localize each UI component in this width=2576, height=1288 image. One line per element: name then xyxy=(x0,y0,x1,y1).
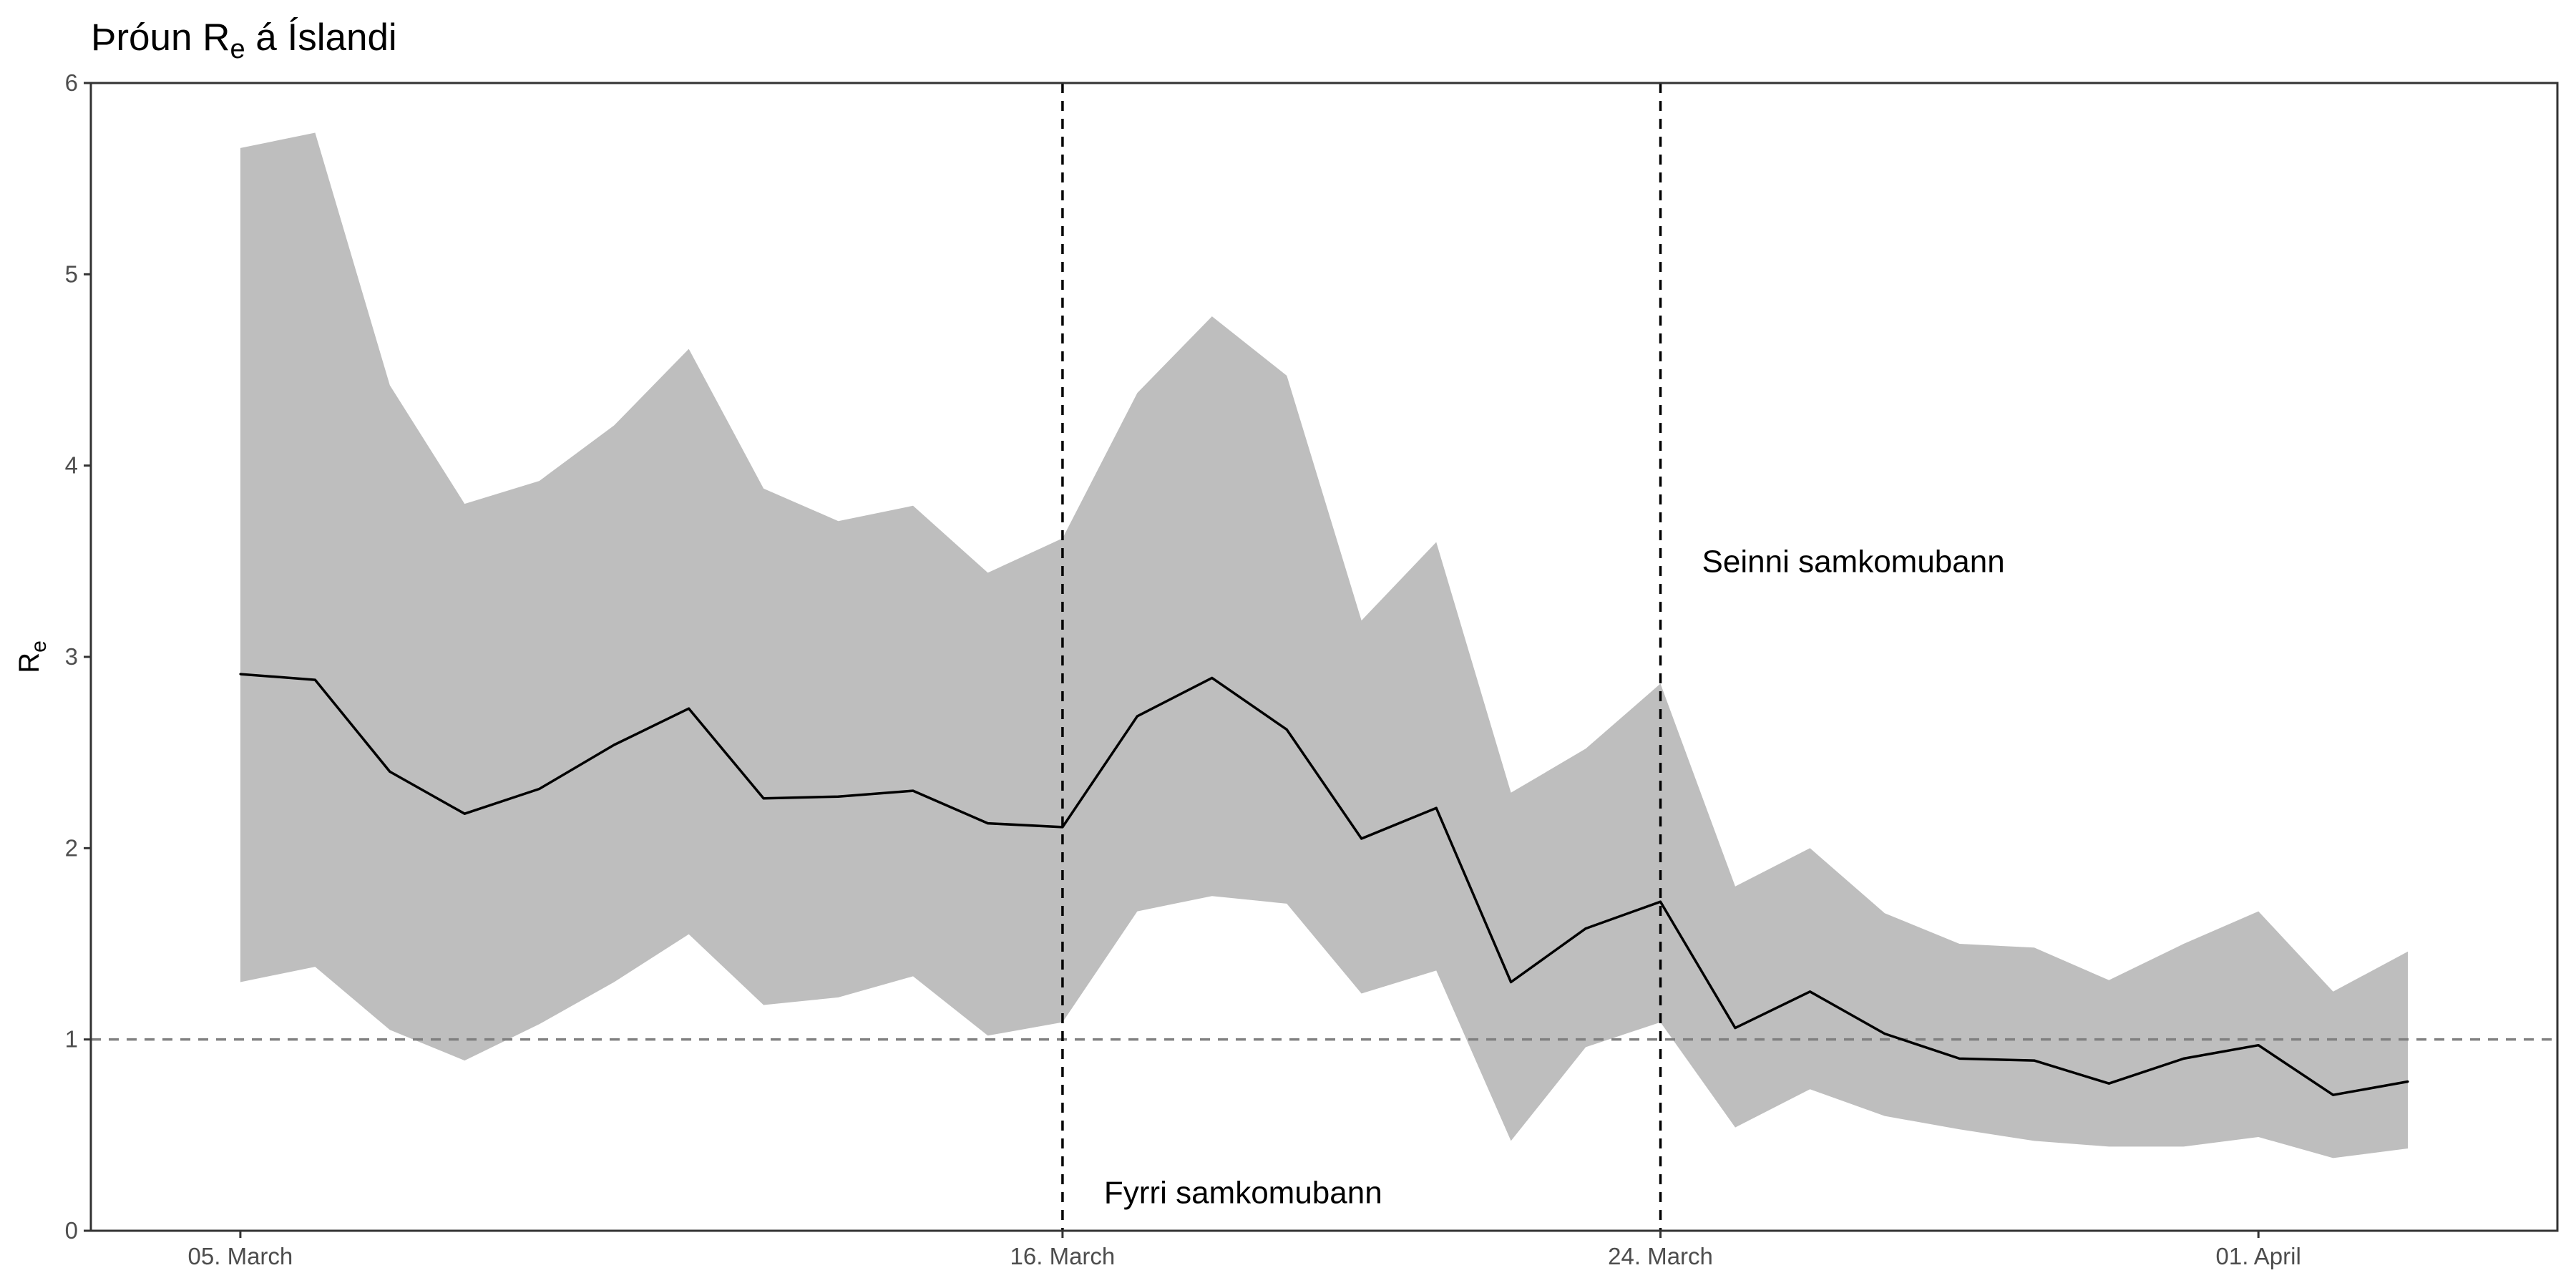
plot-area: Fyrri samkomubann Seinni samkomubann 0 1 2 3 4… xyxy=(65,69,2559,1269)
data-point xyxy=(1061,826,1064,829)
x-tick-label: 16. March xyxy=(1010,1243,1116,1269)
data-point xyxy=(463,812,466,815)
data-point xyxy=(1285,728,1288,731)
data-point xyxy=(1510,980,1513,983)
chart-title-subscript: e xyxy=(230,34,245,64)
data-point xyxy=(2406,1080,2409,1083)
chart-title-main: Þróun R xyxy=(91,16,230,59)
data-point xyxy=(1958,1057,1961,1060)
annotation-seinni: Seinni samkomubann xyxy=(1702,544,2005,579)
y-tick-label: 4 xyxy=(65,452,78,479)
data-point xyxy=(2107,1082,2110,1085)
y-tick-label: 6 xyxy=(65,69,78,96)
data-point xyxy=(1883,1033,1886,1035)
confidence-band xyxy=(240,132,2409,1158)
x-tick-label: 05. March xyxy=(188,1243,293,1269)
y-axis-title-subscript: e xyxy=(27,640,51,653)
data-point xyxy=(1136,715,1138,718)
chart-title-suffix: á Íslandi xyxy=(245,16,397,59)
data-point xyxy=(1808,990,1811,993)
data-point xyxy=(837,795,840,798)
y-tick-label: 2 xyxy=(65,834,78,861)
data-point xyxy=(1659,900,1662,903)
data-point xyxy=(1211,676,1214,679)
y-tick-label: 3 xyxy=(65,643,78,670)
data-point xyxy=(1435,806,1438,809)
y-axis-title: Re xyxy=(14,640,51,673)
data-point xyxy=(2332,1093,2335,1096)
x-tick-label: 24. March xyxy=(1608,1243,1713,1269)
annotation-fyrri: Fyrri samkomubann xyxy=(1104,1176,1382,1211)
y-tick-label: 1 xyxy=(65,1026,78,1053)
data-point xyxy=(762,797,765,800)
chart-title: Þróun Re á Íslandi xyxy=(91,16,397,64)
data-point xyxy=(2033,1059,2036,1062)
data-point xyxy=(1360,837,1363,840)
data-point xyxy=(986,822,989,825)
data-point xyxy=(912,789,914,792)
data-point xyxy=(313,678,316,681)
data-point xyxy=(688,707,691,710)
data-point xyxy=(1584,927,1587,930)
data-point xyxy=(239,673,242,675)
data-point xyxy=(389,770,391,773)
data-point xyxy=(1734,1027,1737,1030)
y-tick-label: 5 xyxy=(65,260,78,287)
data-point xyxy=(613,743,615,746)
series-line-re xyxy=(240,673,2409,1096)
x-tick-label: 01. April xyxy=(2216,1243,2301,1269)
data-point xyxy=(2182,1057,2185,1060)
y-tick-label: 0 xyxy=(65,1217,78,1244)
data-point xyxy=(2257,1044,2260,1047)
data-point xyxy=(538,787,541,790)
y-axis-title-main: R xyxy=(14,653,45,673)
